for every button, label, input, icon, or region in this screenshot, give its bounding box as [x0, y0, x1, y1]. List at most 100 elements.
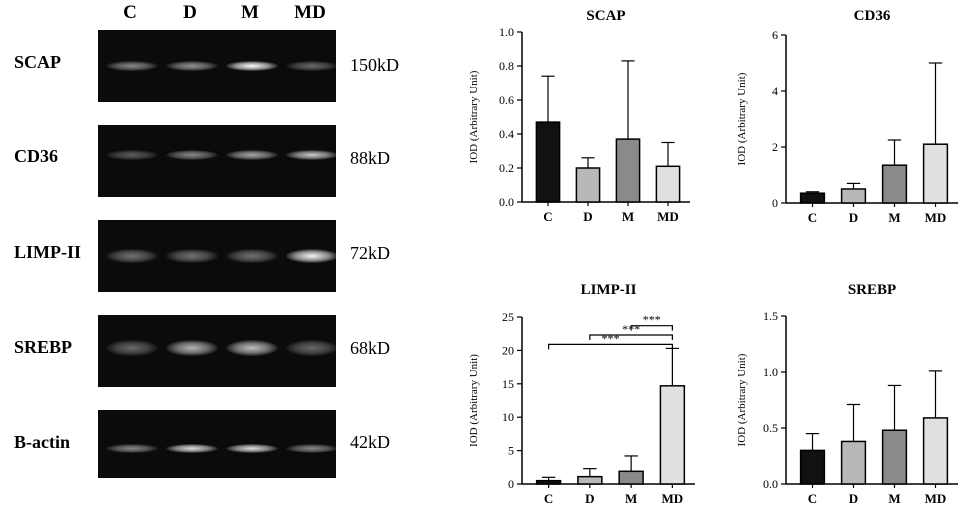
y-tick-label: 20 [502, 343, 514, 357]
lane-label-md: MD [294, 2, 326, 23]
y-axis-label: IOD (Arbitrary Unit) [468, 354, 480, 447]
chart-cd36: CD36 IOD (Arbitrary Unit) 0 2 4 6 C D M MD [736, 8, 958, 225]
bar-md [922, 143, 949, 204]
chart-title: SCAP [586, 8, 625, 24]
significance-bracket [630, 325, 673, 331]
blot-band [106, 340, 158, 356]
blot-size-bactin: 42kD [350, 432, 390, 452]
y-tick-label: 0 [772, 196, 778, 210]
blot-band [226, 340, 278, 356]
blot-band [286, 340, 336, 356]
chart-srebp: SREBP IOD (Arbitrary Unit) 0.0 0.5 1.0 1.5 C D M… [736, 282, 958, 506]
y-tick-label: 6 [772, 28, 778, 42]
bar-c [799, 192, 826, 204]
blot-row-label-cd36: CD36 [14, 146, 58, 166]
y-tick-label: 25 [502, 310, 514, 324]
blot-panel-srebp [98, 315, 336, 387]
bar-md [922, 417, 949, 485]
blot-band [286, 249, 336, 263]
blot-band [226, 150, 278, 160]
blot-size-limp2: 72kD [350, 243, 390, 263]
y-tick-label: 0.0 [499, 195, 514, 209]
significance-label: *** [622, 322, 640, 336]
blot-band [286, 61, 336, 71]
blot-size-cd36: 88kD [350, 148, 390, 168]
x-tick-label: D [849, 491, 858, 506]
blot-panel-limp2 [98, 220, 336, 292]
bar-d [577, 475, 603, 485]
bar-c [535, 121, 561, 203]
x-tick-label: MD [662, 491, 684, 506]
chart-title: LIMP-II [581, 282, 637, 298]
y-tick-label: 15 [502, 377, 514, 391]
blot-band [226, 249, 278, 263]
x-tick-label: M [888, 491, 900, 506]
blot-size-scap: 150kD [350, 55, 399, 75]
x-tick-label: M [888, 210, 900, 225]
x-tick-label: MD [657, 209, 679, 224]
blot-panel-cd36 [98, 125, 336, 197]
significance-label: *** [602, 331, 620, 345]
blot-band [226, 61, 278, 71]
bar-c [799, 449, 826, 485]
blot-band [106, 443, 158, 453]
bar-m [615, 138, 641, 203]
y-tick-label: 0.0 [763, 477, 778, 491]
lane-label-m: M [241, 2, 259, 23]
bar-m [618, 470, 644, 485]
bar-c [535, 479, 562, 485]
blot-band [166, 150, 218, 160]
blot-band [226, 443, 278, 453]
blot-band [106, 150, 158, 160]
bar-d [575, 167, 601, 203]
blot-band [106, 249, 158, 263]
blot-row-label-scap: SCAP [14, 52, 62, 72]
y-tick-label: 0.6 [499, 93, 514, 107]
blot-band [286, 150, 336, 160]
x-tick-label: C [544, 491, 553, 506]
x-tick-label: C [543, 209, 552, 224]
y-tick-label: 0.5 [763, 421, 778, 435]
x-tick-label: MD [925, 491, 947, 506]
x-tick-label: D [849, 210, 858, 225]
y-tick-label: 4 [772, 84, 778, 98]
bar-d [840, 440, 867, 485]
bar-md [659, 385, 686, 485]
blot-row-label-srebp: SREBP [14, 337, 73, 357]
y-axis-label: IOD (Arbitrary Unit) [736, 72, 748, 165]
chart-scap: SCAP IOD (Arbitrary Unit) 0.0 0.2 0.4 0.6 0.8 1… [468, 8, 690, 224]
y-tick-label: 2 [772, 140, 778, 154]
y-tick-label: 5 [508, 444, 514, 458]
y-tick-label: 1.0 [499, 25, 514, 39]
x-tick-label: D [583, 209, 592, 224]
y-tick-label: 0 [508, 477, 514, 491]
x-tick-label: C [808, 491, 817, 506]
x-tick-label: M [622, 209, 634, 224]
chart-title: SREBP [848, 282, 896, 298]
y-tick-label: 0.4 [499, 127, 514, 141]
y-tick-label: 1.5 [763, 309, 778, 323]
blot-panel-bactin [98, 410, 336, 478]
x-tick-label: D [585, 491, 594, 506]
y-tick-label: 0.2 [499, 161, 514, 175]
blot-band [106, 61, 158, 71]
y-axis-label: IOD (Arbitrary Unit) [468, 70, 480, 163]
blot-band [286, 443, 336, 453]
blot-band [166, 443, 218, 453]
y-tick-label: 0.8 [499, 59, 514, 73]
bar-m [881, 164, 908, 204]
bar-md [655, 165, 681, 203]
significance-bracket [548, 343, 673, 350]
blot-row-label-limp2: LIMP-II [14, 242, 81, 262]
blot-size-srebp: 68kD [350, 338, 390, 358]
x-tick-label: MD [925, 210, 947, 225]
significance-label: *** [643, 313, 661, 327]
lane-label-d: D [183, 2, 197, 23]
chart-limp-ii: LIMP-II IOD (Arbitrary Unit) 0 5 10 15 20 25 C D M… [468, 282, 695, 506]
y-axis-label: IOD (Arbitrary Unit) [736, 353, 748, 446]
y-tick-label: 1.0 [763, 365, 778, 379]
blot-band [166, 340, 218, 356]
y-tick-label: 10 [502, 410, 514, 424]
lane-label-c: C [123, 2, 137, 23]
